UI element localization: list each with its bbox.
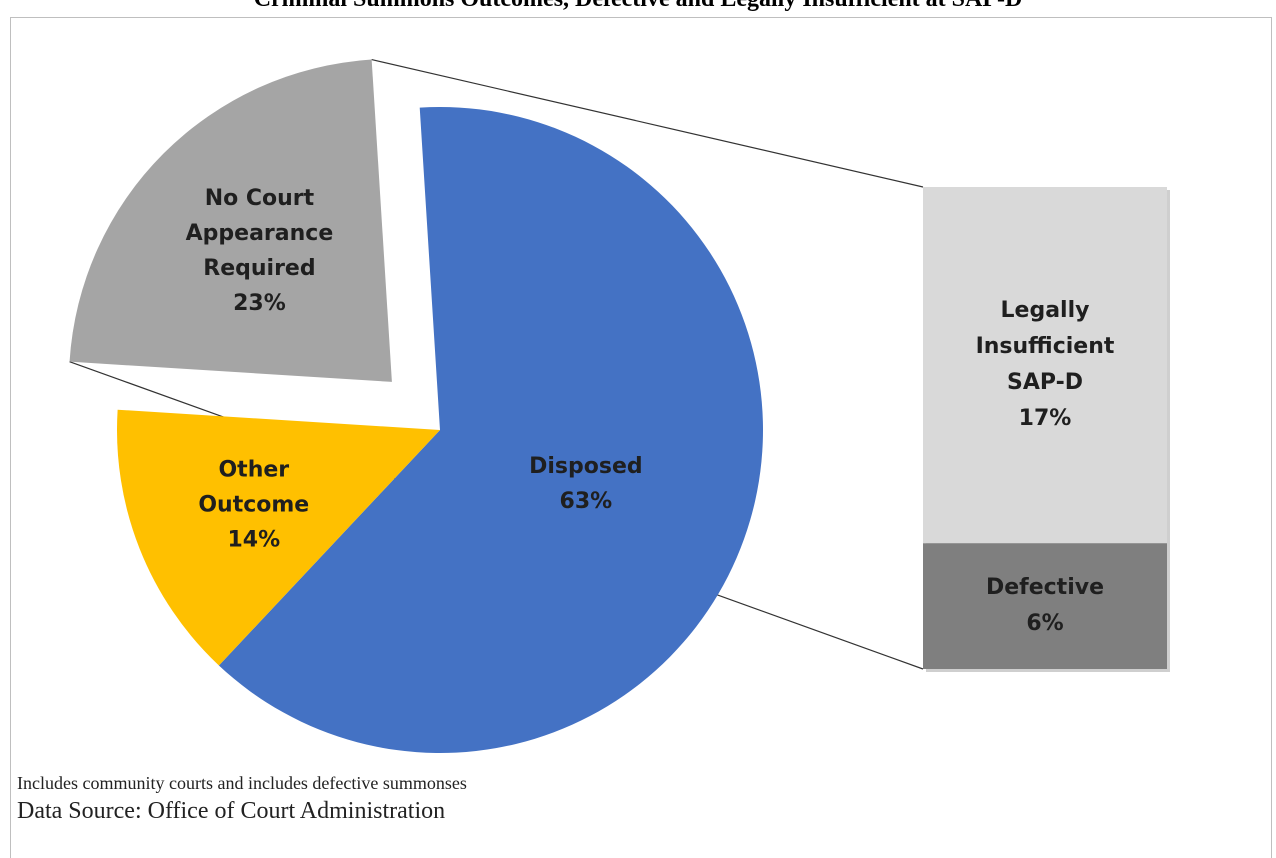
bar-segment-defective bbox=[923, 543, 1167, 669]
pie-slices bbox=[70, 60, 763, 753]
bar-segment-legally-insufficient-sap-d bbox=[923, 187, 1167, 543]
data-source-note: Data Source: Office of Court Administrat… bbox=[17, 798, 445, 825]
footnote: Includes community courts and includes d… bbox=[17, 773, 467, 794]
